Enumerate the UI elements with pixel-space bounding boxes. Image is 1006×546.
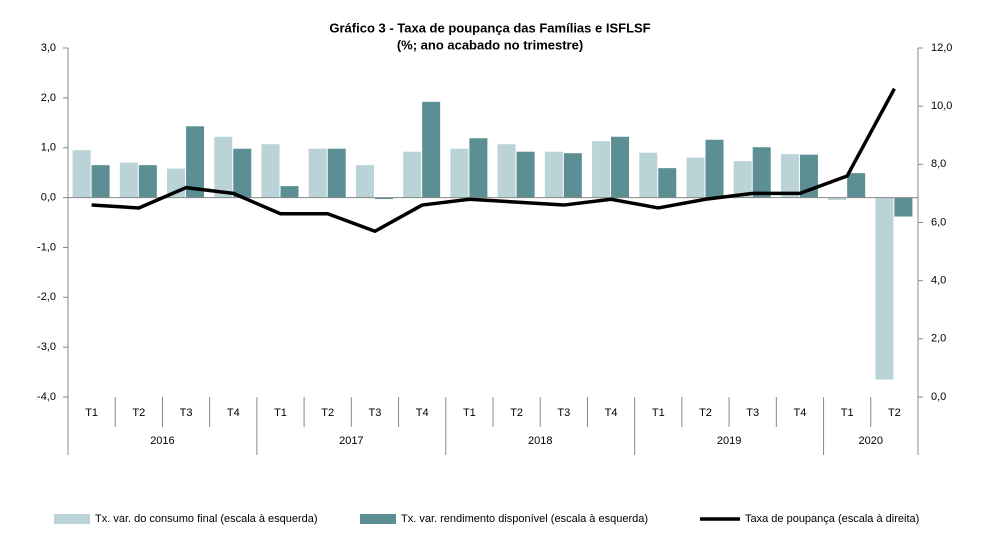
chart-title: Gráfico 3 - Taxa de poupança das Família… [329, 20, 650, 35]
x-tick-label: T2 [132, 407, 145, 419]
y2-tick-label: 0,0 [931, 391, 946, 403]
x-tick-label: T4 [794, 407, 807, 419]
bar [355, 165, 374, 198]
bar [327, 148, 346, 198]
x-tick-label: T1 [463, 407, 476, 419]
bar [422, 101, 441, 198]
y2-tick-label: 12,0 [931, 42, 952, 54]
bar [847, 173, 866, 198]
x-tick-label: T3 [180, 407, 193, 419]
x-tick-label: T2 [321, 407, 334, 419]
bar [280, 186, 299, 198]
y-tick-label: 2,0 [41, 92, 56, 104]
x-tick-label: T1 [841, 407, 854, 419]
x-tick-label: T1 [85, 407, 98, 419]
x-tick-label: T4 [605, 407, 618, 419]
bar [780, 154, 799, 198]
bar [563, 153, 582, 198]
y2-tick-label: 4,0 [931, 275, 946, 287]
bar [119, 162, 138, 198]
x-tick-label: T2 [699, 407, 712, 419]
bar [733, 161, 752, 198]
bar [91, 165, 110, 198]
line [91, 87, 896, 233]
bar [374, 197, 393, 200]
x-tick-label: T3 [746, 407, 759, 419]
bar [214, 136, 233, 198]
legend-swatch [360, 514, 396, 524]
legend-swatch [54, 514, 90, 524]
bar [469, 138, 488, 198]
x-tick-label: T2 [888, 407, 901, 419]
bar [497, 144, 516, 198]
year-label: 2020 [859, 435, 883, 447]
bar [705, 139, 724, 198]
y-tick-label: 1,0 [41, 142, 56, 154]
bar [894, 197, 913, 217]
y-tick-label: -2,0 [37, 291, 56, 303]
legend-label: Tx. var. do consumo final (escala à esqu… [95, 513, 318, 525]
bar [516, 151, 535, 198]
chart-subtitle: (%; ano acabado no trimestre) [397, 37, 583, 52]
year-label: 2017 [339, 435, 363, 447]
bar [450, 148, 469, 198]
x-tick-label: T4 [416, 407, 429, 419]
bar [138, 165, 157, 198]
bar [875, 197, 894, 380]
bar [544, 151, 563, 198]
bar [261, 144, 280, 198]
year-label: 2016 [150, 435, 174, 447]
y2-tick-label: 2,0 [931, 333, 946, 345]
year-label: 2019 [717, 435, 741, 447]
bar [72, 150, 91, 198]
bar [639, 152, 658, 198]
y2-tick-label: 6,0 [931, 216, 946, 228]
bar [233, 148, 252, 198]
y2-tick-label: 10,0 [931, 100, 952, 112]
y2-tick-label: 8,0 [931, 158, 946, 170]
x-tick-label: T3 [369, 407, 382, 419]
legend-label: Taxa de poupança (escala à direita) [745, 513, 919, 525]
x-tick-label: T1 [652, 407, 665, 419]
y-tick-label: -1,0 [37, 241, 56, 253]
year-label: 2018 [528, 435, 552, 447]
y-tick-label: -4,0 [37, 391, 56, 403]
legend-label: Tx. var. rendimento disponível (escala à… [401, 513, 648, 525]
bar [828, 197, 847, 201]
bar [592, 141, 611, 198]
bar [686, 157, 705, 198]
bar [658, 168, 677, 198]
bar [752, 147, 771, 198]
y-tick-label: 3,0 [41, 42, 56, 54]
bar [186, 126, 205, 198]
bar [403, 151, 422, 198]
x-tick-label: T1 [274, 407, 287, 419]
x-tick-label: T3 [557, 407, 570, 419]
y-tick-label: 0,0 [41, 191, 56, 203]
x-tick-label: T2 [510, 407, 523, 419]
x-tick-label: T4 [227, 407, 240, 419]
bar [308, 148, 327, 198]
bar [611, 136, 630, 198]
y-tick-label: -3,0 [37, 341, 56, 353]
